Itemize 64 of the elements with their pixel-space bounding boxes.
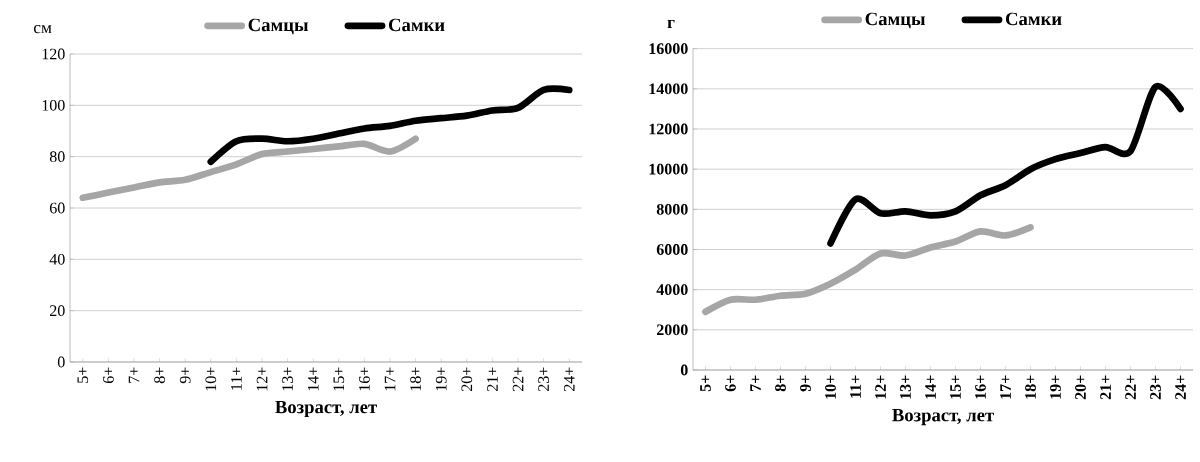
x-tick-label: 22+ <box>1125 375 1136 400</box>
x-tick-label: 5+ <box>700 375 711 392</box>
y-tick-label: 40 <box>49 253 65 265</box>
x-tick-label: 20+ <box>461 367 473 392</box>
y-tick-label: 12000 <box>649 123 688 135</box>
x-tick-label: 17+ <box>1000 375 1011 399</box>
x-tick-label: 17+ <box>384 367 396 391</box>
y-tick-label: 0 <box>680 364 688 376</box>
y-tick-label: 2000 <box>656 324 688 336</box>
x-tick-label: 19+ <box>1050 375 1061 399</box>
x-tick-label: 9+ <box>179 367 191 384</box>
x-tick-label: 10+ <box>825 375 836 399</box>
x-tick-label: 23+ <box>538 367 549 392</box>
x-tick-label: 14+ <box>307 367 319 391</box>
x-tick-label: 13+ <box>282 367 293 391</box>
x-tick-label: 7+ <box>128 367 140 383</box>
legend-label: Самки <box>388 18 445 32</box>
y-tick-label: 20 <box>50 305 65 317</box>
x-tick-label: 19+ <box>435 367 447 391</box>
x-axis-title: Возраст, лет <box>275 400 377 418</box>
x-tick-label: 18+ <box>1025 375 1036 399</box>
y-tick-label: 6000 <box>656 244 688 255</box>
x-tick-label: 20+ <box>1075 375 1086 400</box>
legend-label: Самцы <box>865 12 926 29</box>
y-axis-title: см <box>33 24 52 34</box>
y-axis-title: г <box>667 20 675 28</box>
x-tick-label: 16+ <box>359 367 370 391</box>
x-tick-label: 15+ <box>950 375 961 399</box>
y-tick-label: 120 <box>42 48 65 60</box>
x-tick-label: 24+ <box>1175 375 1186 400</box>
y-tick-label: 80 <box>49 151 65 163</box>
x-tick-label: 21+ <box>1100 375 1111 400</box>
x-tick-label: 14+ <box>925 375 936 399</box>
x-axis-title: Возраст, лет <box>892 408 994 426</box>
x-tick-label: 7+ <box>750 375 761 391</box>
x-tick-label: 6+ <box>103 367 114 384</box>
x-tick-label: 12+ <box>256 367 268 391</box>
y-tick-label: 10000 <box>649 163 688 175</box>
x-tick-label: 22+ <box>512 367 524 392</box>
x-tick-label: 8+ <box>775 375 786 392</box>
x-tick-label: 5+ <box>77 367 89 383</box>
x-tick-label: 11+ <box>850 375 861 398</box>
y-tick-label: 8000 <box>656 203 688 215</box>
legend-label: Самки <box>1005 12 1062 26</box>
y-tick-label: 100 <box>42 99 65 111</box>
y-tick-label: 14000 <box>649 83 688 95</box>
x-tick-label: 10+ <box>205 367 217 391</box>
x-tick-label: 15+ <box>333 367 345 391</box>
x-tick-label: 6+ <box>725 375 736 392</box>
x-tick-label: 18+ <box>410 367 421 391</box>
y-tick-label: 4000 <box>656 284 688 296</box>
x-tick-label: 13+ <box>900 375 911 399</box>
y-tick-label: 60 <box>49 202 65 214</box>
x-tick-label: 8+ <box>154 367 165 384</box>
y-tick-label: 16000 <box>649 43 688 55</box>
x-tick-label: 11+ <box>231 367 242 390</box>
x-tick-label: 21+ <box>487 367 498 392</box>
x-tick-label: 24+ <box>563 367 575 392</box>
x-tick-label: 12+ <box>875 375 886 399</box>
legend-label: Самцы <box>248 18 309 35</box>
x-tick-label: 16+ <box>975 375 986 399</box>
x-tick-label: 9+ <box>800 375 811 392</box>
x-tick-label: 23+ <box>1150 375 1161 400</box>
y-tick-label: 0 <box>57 356 65 368</box>
